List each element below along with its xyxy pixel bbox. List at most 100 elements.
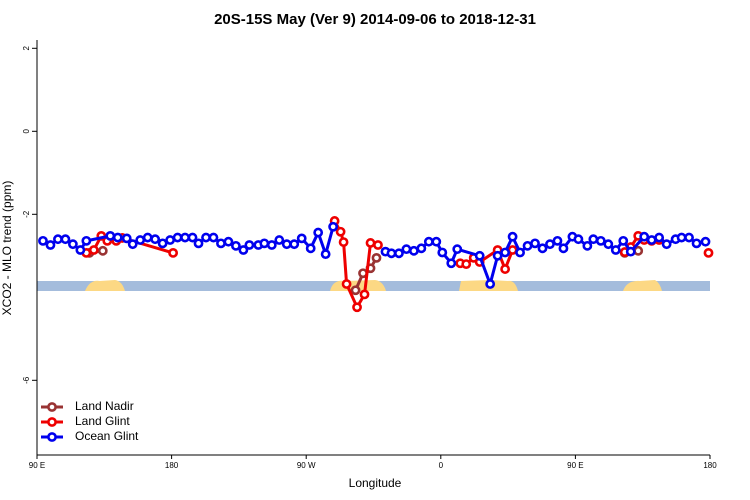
point [208, 232, 219, 243]
point [201, 232, 211, 243]
point [461, 259, 472, 269]
point [401, 244, 412, 255]
point [238, 245, 249, 255]
point [359, 289, 370, 300]
point [618, 235, 629, 246]
point [350, 285, 361, 296]
x-tick-label: 180 [703, 461, 717, 470]
point [408, 245, 419, 256]
point [328, 221, 339, 232]
point [352, 302, 362, 313]
point [75, 245, 86, 255]
point [45, 240, 56, 250]
y-tick-label: 0 [22, 129, 31, 134]
point [38, 235, 48, 246]
surface-band [37, 280, 710, 291]
point [335, 226, 346, 237]
point [452, 244, 463, 255]
point [446, 258, 457, 269]
point [266, 240, 277, 250]
land-patch [85, 280, 125, 291]
point [639, 231, 650, 242]
x-tick-label: 180 [165, 461, 179, 470]
legend-marker [47, 402, 57, 412]
point [313, 227, 324, 238]
point [394, 248, 404, 259]
point [259, 238, 270, 249]
point [537, 243, 548, 254]
point [588, 234, 599, 245]
point [700, 236, 711, 247]
point [305, 243, 316, 254]
y-axis-label: XCO2 - MLO trend (ppm) [0, 181, 14, 316]
point [142, 232, 153, 243]
point [552, 235, 563, 246]
point [296, 233, 307, 244]
point [274, 235, 285, 245]
legend-label: Land Nadir [75, 399, 134, 413]
point [625, 246, 636, 257]
point [67, 239, 78, 250]
point [135, 235, 146, 245]
land-patch [623, 280, 662, 291]
point [416, 243, 427, 254]
legend-label: Land Glint [75, 414, 130, 428]
point [437, 247, 448, 258]
point [500, 247, 511, 258]
x-axis-label: Longitude [349, 476, 402, 490]
point [515, 247, 525, 258]
point [150, 234, 161, 245]
point [423, 236, 434, 247]
point [431, 236, 442, 247]
chart-title: 20S-15S May (Ver 9) 2014-09-06 to 2018-1… [214, 11, 536, 28]
point [610, 245, 621, 255]
point [676, 232, 687, 243]
point [193, 238, 204, 249]
point [244, 240, 255, 250]
point [371, 252, 382, 263]
point [187, 232, 198, 243]
y-tick-label: -6 [22, 376, 31, 384]
x-tick-label: 90 W [297, 461, 316, 470]
point [172, 232, 183, 243]
point [168, 247, 178, 258]
point [595, 235, 606, 246]
point [545, 239, 555, 250]
x-tick-label: 0 [439, 461, 444, 470]
point [646, 235, 657, 245]
point [53, 234, 63, 245]
x-tick-label: 90 E [29, 461, 45, 470]
point [105, 230, 116, 241]
point [157, 238, 168, 249]
point [684, 232, 694, 243]
point [165, 235, 176, 245]
series [83, 217, 712, 311]
point [216, 238, 226, 249]
point [281, 239, 292, 250]
point [507, 231, 518, 242]
point [338, 237, 349, 248]
point [603, 239, 614, 250]
point [691, 238, 702, 249]
point [492, 250, 503, 261]
point [289, 239, 300, 250]
series [38, 221, 711, 289]
legend-marker [47, 417, 57, 427]
point [485, 279, 496, 289]
point [500, 264, 511, 274]
point [582, 240, 593, 251]
legend-marker [47, 432, 57, 442]
point [654, 232, 665, 243]
point [573, 234, 584, 245]
y-tick-label: -2 [22, 210, 31, 218]
x-tick-label: 90 E [567, 461, 583, 470]
legend-label: Ocean Glint [75, 429, 139, 443]
point [365, 238, 376, 248]
point [522, 240, 533, 251]
point [97, 245, 108, 256]
point [88, 245, 99, 255]
point [386, 248, 397, 259]
point [60, 234, 71, 245]
point [112, 232, 123, 243]
